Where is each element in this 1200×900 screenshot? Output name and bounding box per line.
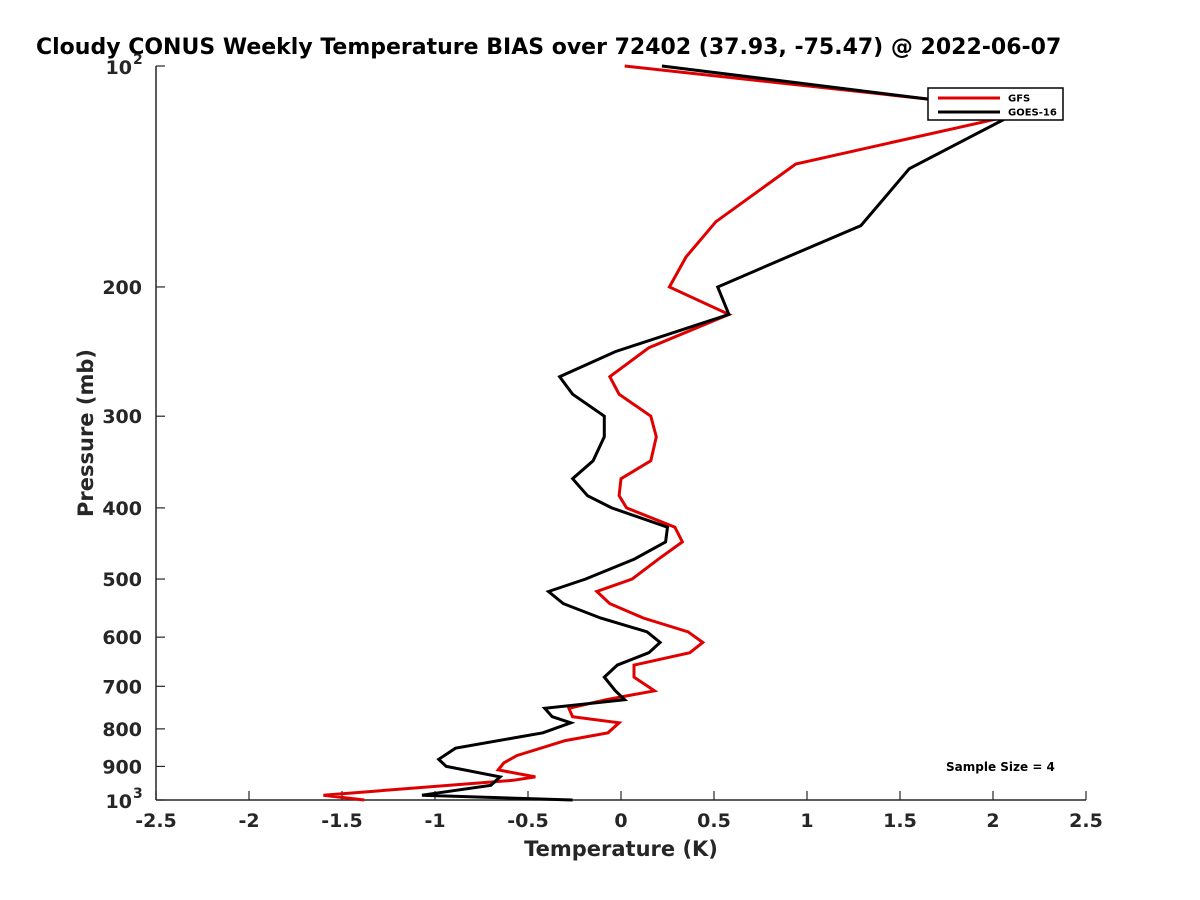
series-group xyxy=(323,64,1035,802)
x-tick-label: -1.5 xyxy=(321,810,363,832)
y-tick-label: 300 xyxy=(102,406,142,428)
y-tick-label: 10 xyxy=(106,791,132,813)
chart-title: Cloudy CONUS Weekly Temperature BIAS ove… xyxy=(36,35,1061,60)
x-tick-label: 2 xyxy=(986,810,999,832)
y-tick-label: 800 xyxy=(102,719,142,741)
y-tick-label: 900 xyxy=(102,756,142,778)
y-tick-label: 500 xyxy=(102,569,142,591)
series-line-gfs xyxy=(323,64,1035,802)
x-tick-label: -2 xyxy=(238,810,259,832)
y-tick-label: 200 xyxy=(102,277,142,299)
series-line-goes-16 xyxy=(421,64,1026,802)
y-tick-label: 10 xyxy=(106,57,132,79)
y-axis-label: Pressure (mb) xyxy=(74,349,98,517)
x-tick-label: -2.5 xyxy=(135,810,177,832)
legend: GFS GOES-16 xyxy=(927,87,1064,121)
x-tick-label: -0.5 xyxy=(507,810,549,832)
x-axis-label: Temperature (K) xyxy=(524,837,718,861)
x-tick-label: 1.5 xyxy=(883,810,917,832)
x-tick-label: 1 xyxy=(800,810,813,832)
y-tick-exponent: 3 xyxy=(133,786,143,802)
x-tick-label: -1 xyxy=(424,810,445,832)
y-tick-label: 400 xyxy=(102,498,142,520)
sample-size-annotation: Sample Size = 4 xyxy=(946,760,1055,774)
y-tick-exponent: 2 xyxy=(133,52,143,68)
legend-label: GFS xyxy=(1008,94,1030,105)
y-tick-label: 600 xyxy=(102,627,142,649)
axes: -2.5 -2 -1.5 -1 -0.5 0 0.5 1 1.5 2 2.510 2200300400… xyxy=(102,52,1103,832)
x-tick-label: 0 xyxy=(614,810,627,832)
legend-box xyxy=(927,87,1064,121)
x-tick-label: 0.5 xyxy=(697,810,731,832)
legend-label: GOES-16 xyxy=(1008,108,1057,119)
x-tick-label: 2.5 xyxy=(1069,810,1103,832)
y-tick-label: 700 xyxy=(102,676,142,698)
